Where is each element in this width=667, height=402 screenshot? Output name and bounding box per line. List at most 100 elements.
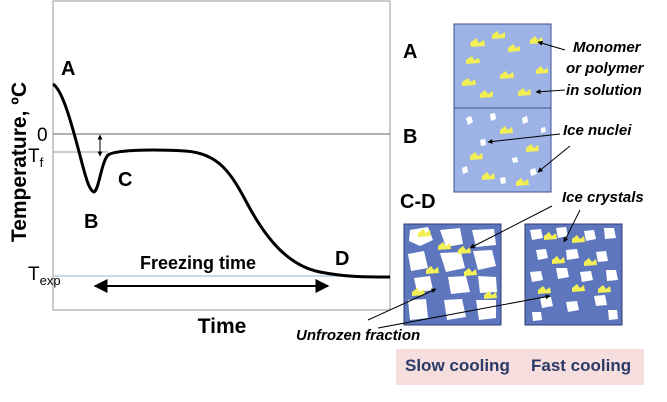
ice-crystal [478, 276, 497, 293]
ice-crystals-pointer-2 [563, 209, 581, 243]
ice-crystal [530, 229, 543, 240]
monomer-label-line2: or polymer [566, 60, 645, 77]
ice-crystal [596, 251, 608, 262]
ice-crystal [606, 270, 618, 281]
texp-label: Texp [28, 264, 61, 288]
ice-crystal [472, 229, 496, 247]
ice-nucleus [500, 177, 506, 184]
monomer-blob [598, 285, 611, 293]
ice-crystal [540, 297, 553, 308]
monomer-blob [462, 78, 476, 86]
monomer-blob [538, 286, 551, 294]
slow-cooling-label: Slow cooling [405, 356, 510, 375]
monomer-label-line3: in solution [566, 82, 642, 99]
monomer-blob [552, 256, 565, 264]
ice-nucleus [490, 113, 496, 121]
y-axis-label: Temperature, ºC [8, 82, 31, 242]
monomer-blob [492, 31, 505, 39]
ice-crystal [556, 227, 568, 238]
ice-crystal [476, 300, 496, 320]
ice-crystal [532, 312, 542, 321]
graph-frame [52, 0, 391, 311]
unfrozen-monomers-fast [538, 232, 611, 294]
monomer-pointer-1 [537, 40, 566, 51]
monomer-blob [572, 284, 585, 292]
ice-nucleus [480, 139, 486, 146]
monomer-blob [470, 38, 485, 47]
monomer-blob [480, 90, 493, 98]
ice-crystal [608, 310, 618, 320]
monomer-blob [484, 291, 497, 299]
cooling-curve [51, 82, 391, 279]
ice-crystal [594, 295, 607, 306]
ice-crystal [566, 301, 579, 312]
freezing-time-label: Freezing time [140, 253, 256, 273]
tf-letter: T [28, 146, 40, 167]
monomer-blob [526, 144, 539, 152]
ice-crystal [473, 250, 496, 270]
monomer-blob [466, 56, 480, 64]
monomer-blob [500, 126, 513, 134]
ice-crystals-label: Ice crystals [562, 189, 644, 206]
monomer-blob [518, 88, 531, 96]
monomer-blob [508, 44, 520, 52]
ice-crystal [604, 228, 616, 239]
ice-crystal [566, 249, 579, 260]
monomer-cluster-group-a [462, 31, 548, 98]
ice-nucleus [541, 127, 546, 133]
monomer-label-line1: Monomer [573, 39, 642, 56]
ice-crystal [440, 228, 463, 247]
monomer-blob [418, 229, 431, 237]
monomer-blob [536, 66, 548, 74]
ice-crystal [580, 271, 593, 282]
ice-crystal [414, 276, 433, 292]
ice-nuclei-group [462, 113, 546, 184]
unfrozen-pointer-2 [377, 294, 551, 329]
tf-subscript: f [40, 155, 44, 170]
panel-label-a: A [403, 41, 417, 63]
panel-label-cd: C-D [400, 191, 436, 213]
unfrozen-pointer-1 [367, 288, 437, 321]
ice-crystal [440, 252, 465, 272]
ice-nuclei-label: Ice nuclei [563, 122, 632, 139]
monomer-blob [500, 71, 514, 79]
ice-crystal [536, 249, 548, 260]
unfrozen-monomers-slow [412, 229, 497, 299]
unfrozen-fraction-label: Unfrozen fraction [296, 327, 420, 344]
graph-point-b: B [84, 211, 98, 233]
zero-label: 0 [37, 125, 48, 146]
graph-point-c: C [118, 169, 132, 191]
ice-crystal [584, 230, 596, 241]
ice-crystal [448, 276, 470, 294]
monomer-blob [464, 268, 477, 276]
tf-label: Tf [28, 146, 44, 170]
ice-nucleus [466, 116, 473, 125]
fast-cooling-badge [524, 349, 644, 385]
monomer-blob [412, 288, 425, 296]
x-axis-label: Time [198, 315, 247, 338]
monomer-blob [572, 235, 585, 243]
fast-cooling-label: Fast cooling [531, 356, 632, 375]
monomer-blob [470, 152, 483, 160]
ice-crystals-fast-group [530, 227, 618, 321]
ice-nucleus [530, 168, 537, 176]
texp-subscript: exp [40, 273, 61, 288]
ice-crystal [556, 268, 569, 279]
monomer-blob [584, 258, 597, 266]
slow-cooling-badge [396, 349, 524, 385]
monomer-blob [438, 242, 451, 250]
ice-nucleus [512, 157, 518, 163]
ice-crystals-pointer-1 [469, 205, 553, 249]
ice-nucleus [522, 116, 528, 124]
texp-letter: T [28, 264, 40, 285]
ice-crystal [530, 271, 543, 282]
ice-nucleus [462, 166, 468, 174]
ice-nuclei-pointer-1 [487, 133, 561, 144]
ice-crystal [408, 251, 428, 271]
ice-crystal [408, 299, 428, 320]
ice-nuclei-pointer-2 [537, 145, 571, 173]
graph-point-d: D [335, 248, 349, 270]
panel-label-b: B [403, 126, 417, 148]
monomer-pointer-2 [535, 89, 566, 95]
